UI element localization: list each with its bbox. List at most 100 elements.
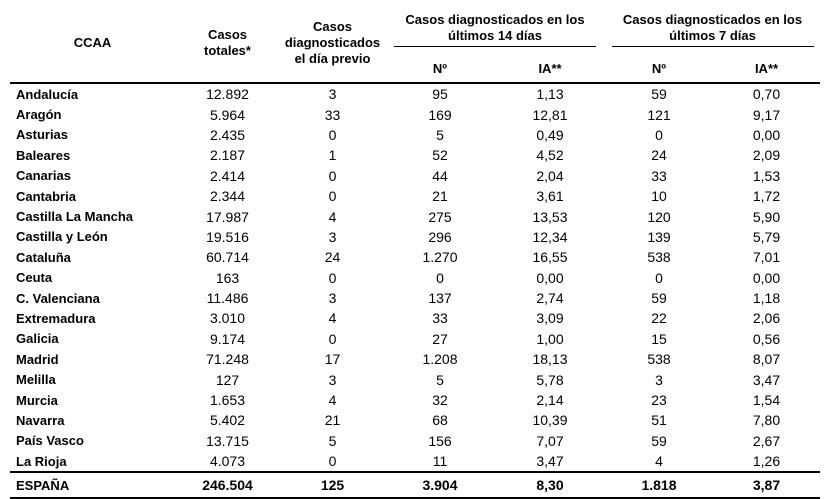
- cell-n-7: 4: [655, 453, 663, 470]
- cell-n-14: 11: [432, 453, 448, 470]
- cell-ia-14: 3,47: [536, 453, 564, 470]
- cell-n-7: 23: [651, 392, 667, 409]
- cell-ccaa: Galicia: [16, 331, 59, 347]
- cell-casos-dia-previo: 3: [328, 290, 337, 307]
- cell-casos-dia-previo: 24: [324, 249, 341, 266]
- table-row: Andalucía 12.892 3 95 1,13 59 0,70: [10, 83, 820, 104]
- cell-casos-dia-previo: 0: [328, 167, 337, 184]
- header-ultimos-7-label: Casos diagnosticados en los últimos 7 dí…: [611, 12, 814, 47]
- cell-ia-14: 1,13: [536, 86, 564, 103]
- table-row: Ceuta 163 0 0 0,00 0 0,00: [10, 268, 820, 288]
- total-row: ESPAÑA 246.504 125 3.904 8,30 1.818 3,87: [10, 472, 820, 499]
- table-row: Cantabria 2.344 0 21 3,61 10 1,72: [10, 186, 820, 206]
- cell-ia-7: 9,17: [752, 106, 781, 123]
- cell-casos-totales: 3.010: [209, 310, 246, 327]
- cell-ia-7: 1,53: [752, 167, 781, 184]
- cell-n-7: 139: [647, 228, 671, 245]
- cell-casos-dia-previo: 0: [328, 188, 337, 205]
- header-ia-7: IA**: [754, 60, 779, 76]
- cell-n-7: 538: [647, 249, 671, 266]
- cell-casos-totales: 1.653: [209, 392, 246, 409]
- table-row: Asturias 2.435 0 5 0,49 0 0,00: [10, 125, 820, 145]
- cell-ccaa: Ceuta: [16, 270, 53, 286]
- cell-n-7: 59: [651, 432, 667, 449]
- cell-ia-7: 2,09: [752, 147, 781, 164]
- cell-casos-dia-previo: 5: [328, 432, 337, 449]
- table-row: Galicia 9.174 0 27 1,00 15 0,56: [10, 329, 820, 349]
- covid-cases-table: CCAA Casos totales* Casos diagnosticados…: [10, 4, 820, 499]
- cell-ccaa: Castilla y León: [16, 229, 108, 245]
- cell-n-7: 0: [655, 126, 663, 143]
- cell-n-7: 121: [647, 106, 671, 123]
- cell-n-14: 5: [436, 126, 444, 143]
- cell-ia-14: 5,78: [536, 371, 564, 388]
- header-n-7: Nº: [651, 60, 667, 76]
- cell-casos-totales: 71.248: [206, 351, 249, 368]
- cell-ia-14: 10,39: [532, 412, 568, 429]
- cell-n-14: 27: [432, 330, 448, 347]
- cell-n-14: 5: [436, 371, 444, 388]
- cell-ia-14: 7,07: [536, 432, 564, 449]
- header-ccaa: CCAA: [73, 35, 112, 50]
- cell-ia-14: 12,34: [532, 228, 568, 245]
- cell-ia-7: 0,56: [752, 330, 781, 347]
- cell-ia-14: 2,14: [536, 392, 564, 409]
- cell-ia-7: 7,01: [752, 249, 781, 266]
- cell-casos-totales: 13.715: [206, 432, 249, 449]
- cell-n-7: 15: [651, 330, 667, 347]
- cell-n-7: 120: [647, 208, 671, 225]
- table-row: Madrid 71.248 17 1.208 18,13 538 8,07: [10, 349, 820, 369]
- cell-casos-dia-previo: 4: [328, 310, 337, 327]
- cell-casos-totales: 2.187: [209, 147, 246, 164]
- cell-ia-7: 1,26: [752, 453, 781, 470]
- cell-casos-totales: 5.402: [209, 412, 246, 429]
- total-cell-ccaa: ESPAÑA: [16, 477, 70, 493]
- cell-ia-14: 4,52: [536, 147, 564, 164]
- cell-n-14: 156: [428, 432, 452, 449]
- table-row: Murcia 1.653 4 32 2,14 23 1,54: [10, 390, 820, 410]
- cell-casos-totales: 19.516: [206, 228, 249, 245]
- cell-ccaa: Baleares: [16, 147, 71, 163]
- cell-n-14: 68: [432, 412, 448, 429]
- cell-casos-totales: 9.174: [209, 330, 246, 347]
- cell-casos-totales: 11.486: [206, 290, 249, 307]
- header-n-14: Nº: [432, 60, 448, 76]
- cell-ccaa: Cataluña: [16, 249, 71, 265]
- cell-n-14: 95: [432, 86, 448, 103]
- cell-casos-dia-previo: 17: [324, 351, 341, 368]
- cell-ccaa: País Vasco: [16, 433, 84, 449]
- header-ia-14: IA**: [538, 60, 562, 76]
- cell-n-14: 0: [436, 269, 444, 286]
- cell-ccaa: Andalucía: [16, 86, 79, 102]
- table-row: C. Valenciana 11.486 3 137 2,74 59 1,18: [10, 288, 820, 308]
- cell-ccaa: Navarra: [16, 412, 65, 428]
- cell-ia-7: 1,54: [752, 392, 781, 409]
- cell-n-14: 33: [432, 310, 448, 327]
- cell-n-14: 137: [428, 290, 452, 307]
- cell-ia-14: 16,55: [532, 249, 568, 266]
- table-row: Cataluña 60.714 24 1.270 16,55 538 7,01: [10, 247, 820, 267]
- cell-ia-14: 3,61: [536, 188, 564, 205]
- cell-n-7: 3: [655, 371, 663, 388]
- cell-ia-7: 2,67: [752, 432, 781, 449]
- cell-casos-dia-previo: 3: [328, 228, 337, 245]
- cell-ia-7: 1,72: [752, 188, 781, 205]
- cell-ccaa: Castilla La Mancha: [16, 209, 134, 225]
- cell-n-14: 32: [432, 392, 448, 409]
- table-row: Castilla y León 19.516 3 296 12,34 139 5,79: [10, 227, 820, 247]
- cell-n-7: 538: [647, 351, 671, 368]
- cell-ia-7: 2,06: [752, 310, 781, 327]
- cell-casos-totales: 163: [215, 269, 240, 286]
- cell-casos-totales: 127: [215, 371, 240, 388]
- cell-ccaa: Cantabria: [16, 188, 76, 204]
- cell-n-7: 51: [651, 412, 667, 429]
- cell-casos-dia-previo: 1: [328, 147, 337, 164]
- cell-ia-7: 7,80: [752, 412, 781, 429]
- cell-ccaa: Madrid: [16, 351, 59, 367]
- cell-n-14: 52: [432, 147, 448, 164]
- cell-casos-dia-previo: 4: [328, 208, 337, 225]
- cell-ia-7: 0,00: [752, 126, 781, 143]
- table-row: Baleares 2.187 1 52 4,52 24 2,09: [10, 145, 820, 165]
- header-ultimos-7: Casos diagnosticados en los últimos 7 dí…: [605, 4, 820, 55]
- cell-casos-dia-previo: 3: [328, 371, 337, 388]
